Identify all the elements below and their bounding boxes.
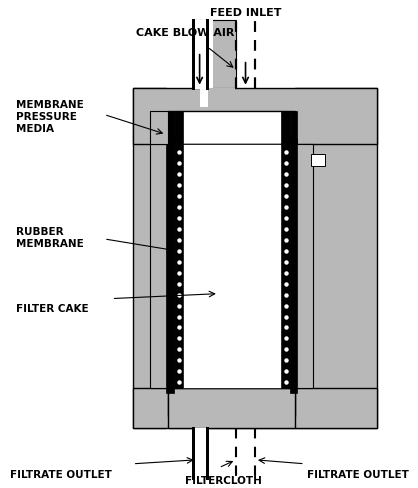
Bar: [174, 111, 184, 144]
Bar: [311, 154, 325, 166]
Bar: [200, 20, 212, 87]
Bar: [184, 144, 281, 388]
Bar: [133, 388, 377, 428]
Text: FILTRATE OUTLET: FILTRATE OUTLET: [10, 470, 112, 480]
Bar: [168, 388, 295, 428]
Bar: [194, 20, 200, 87]
Bar: [166, 111, 174, 144]
Text: CAKE BLOW AIR: CAKE BLOW AIR: [136, 28, 234, 38]
Bar: [295, 144, 314, 388]
Bar: [150, 144, 168, 388]
Bar: [295, 87, 377, 428]
Bar: [200, 20, 213, 87]
Bar: [133, 87, 166, 428]
Text: FEED INLET: FEED INLET: [210, 8, 281, 18]
Bar: [281, 144, 291, 388]
Bar: [168, 388, 295, 416]
Text: FILTERCLOTH: FILTERCLOTH: [185, 476, 262, 486]
Bar: [291, 140, 297, 393]
Bar: [291, 111, 297, 144]
Text: FILTRATE OUTLET: FILTRATE OUTLET: [306, 470, 408, 480]
Bar: [281, 111, 291, 144]
Bar: [174, 144, 184, 388]
Text: MEMBRANE
PRESSURE
MEDIA: MEMBRANE PRESSURE MEDIA: [16, 100, 84, 134]
Bar: [168, 144, 295, 388]
Text: FILTER CAKE: FILTER CAKE: [16, 304, 89, 314]
Bar: [213, 20, 218, 87]
Text: RUBBER
MEMBRANE: RUBBER MEMBRANE: [16, 227, 84, 249]
Bar: [133, 87, 377, 144]
Bar: [200, 87, 212, 107]
Bar: [194, 20, 201, 87]
Bar: [168, 111, 295, 144]
Bar: [150, 111, 168, 144]
Bar: [166, 140, 174, 393]
Bar: [208, 87, 235, 107]
Bar: [201, 20, 236, 87]
